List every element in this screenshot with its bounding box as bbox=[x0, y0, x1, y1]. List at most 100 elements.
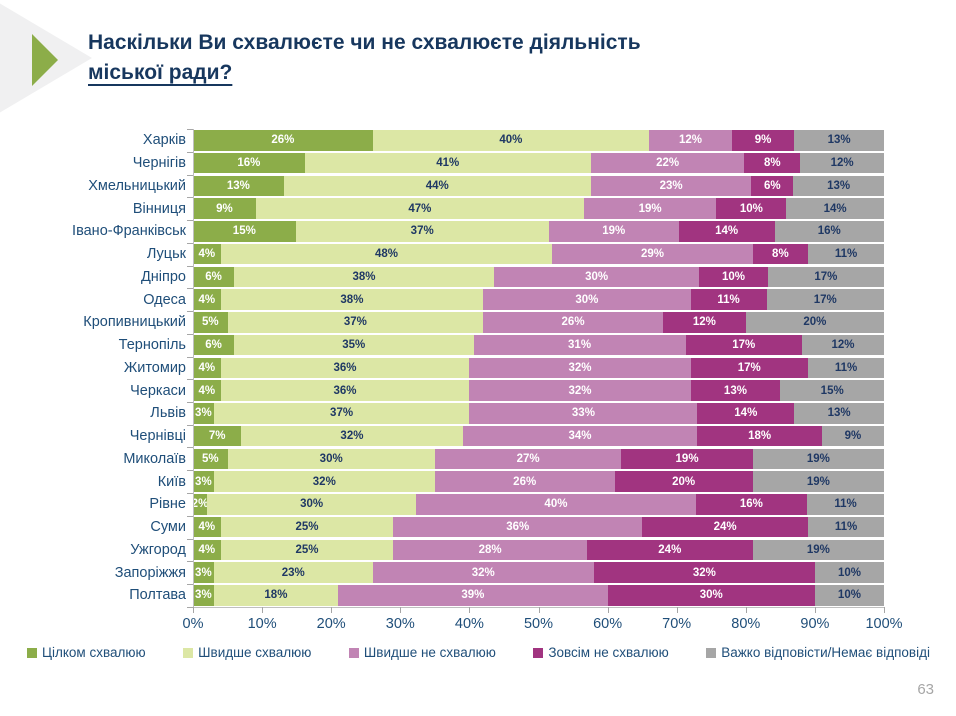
stacked-bar: 4% 25% 28% 24% 19% bbox=[193, 539, 885, 561]
value-label: 14% bbox=[715, 225, 739, 238]
value-label: 12% bbox=[679, 134, 703, 147]
value-label: 39% bbox=[461, 589, 485, 602]
bar-segment: 11% bbox=[807, 494, 884, 515]
value-label: 8% bbox=[764, 157, 781, 170]
x-axis: 0% 10% 20% 30% 40% 50% 60% 70% 80% 90% 100% bbox=[183, 606, 903, 641]
bar-segment: 12% bbox=[800, 152, 884, 174]
bar-segment: 30% bbox=[206, 494, 417, 515]
chart-row: Луцьк 4% 48% 29% 8% 11% bbox=[30, 243, 885, 266]
stacked-bar: 2% 30% 40% 16% 11% bbox=[191, 494, 884, 515]
legend-item: Зовсім не схвалюю bbox=[533, 645, 669, 660]
bar-segment: 10% bbox=[814, 585, 884, 606]
bar-segment: 25% bbox=[220, 539, 394, 561]
bar-segment: 9% bbox=[821, 425, 884, 447]
value-label: 16% bbox=[817, 225, 841, 238]
category-tick bbox=[187, 379, 193, 381]
value-label: 25% bbox=[295, 521, 319, 534]
chart-row: Львів 3% 37% 33% 14% 13% bbox=[30, 402, 884, 425]
bar-segment: 3% bbox=[193, 471, 214, 492]
category-label: Рівне bbox=[149, 496, 186, 513]
value-label: 6% bbox=[205, 339, 222, 352]
value-label: 17% bbox=[813, 293, 837, 306]
legend-swatch bbox=[533, 647, 544, 658]
bar-segment: 34% bbox=[462, 425, 698, 447]
value-label: 32% bbox=[692, 566, 716, 579]
category-tick bbox=[187, 538, 193, 540]
category-label: Полтава bbox=[129, 587, 186, 604]
value-label: 19% bbox=[806, 475, 830, 488]
x-axis-tick-label: 20% bbox=[316, 615, 346, 632]
value-label: 40% bbox=[499, 134, 523, 147]
bar-segment: 3% bbox=[193, 403, 214, 424]
category-label: Житомир bbox=[123, 359, 186, 376]
legend-swatch bbox=[183, 647, 194, 658]
category-tick bbox=[187, 584, 193, 585]
value-label: 4% bbox=[198, 248, 216, 261]
bar-segment: 33% bbox=[469, 403, 698, 424]
value-label: 13% bbox=[827, 134, 851, 147]
category-label: Луцьк bbox=[146, 246, 186, 263]
chart-row: Вінниця 9% 47% 19% 10% 14% bbox=[30, 197, 884, 220]
bar-segment: 5% bbox=[193, 448, 228, 470]
stacked-bar-chart: Харків 26% 40% 12% 9% 13% Чернігів 16% 41% 22% 8% 1… bbox=[30, 129, 903, 641]
bar-segment: 10% bbox=[699, 266, 768, 288]
bar-segment: 20% bbox=[614, 471, 753, 492]
bar-segment: 19% bbox=[621, 448, 753, 470]
bar-segment: 6% bbox=[193, 334, 235, 356]
chart-row: Полтава 3% 18% 39% 30% 10% bbox=[30, 584, 884, 607]
category-tick bbox=[187, 515, 193, 517]
stacked-bar: 3% 37% 33% 14% 13% bbox=[193, 403, 884, 424]
bar-segment: 44% bbox=[283, 175, 591, 197]
value-label: 37% bbox=[410, 225, 434, 238]
bar-segment: 25% bbox=[220, 516, 394, 538]
value-label: 15% bbox=[232, 225, 256, 238]
bar-segment: 30% bbox=[607, 585, 815, 606]
bar-segment: 36% bbox=[393, 516, 643, 538]
bar-segment: 19% bbox=[548, 221, 679, 242]
category-tick bbox=[187, 470, 193, 472]
bar-segment: 40% bbox=[372, 130, 650, 151]
value-label: 44% bbox=[425, 179, 449, 192]
page-number: 63 bbox=[917, 681, 934, 698]
x-axis-tick-label: 70% bbox=[662, 615, 692, 632]
category-label: Чернігів bbox=[132, 155, 186, 172]
bar-segment: 13% bbox=[690, 380, 781, 401]
bar-segment: 12% bbox=[801, 334, 884, 356]
value-label: 13% bbox=[226, 179, 250, 192]
bar-segment: 37% bbox=[213, 403, 470, 424]
value-label: 4% bbox=[198, 293, 216, 306]
value-label: 30% bbox=[300, 498, 324, 511]
chart-row: Хмельницький 13% 44% 23% 6% 13% bbox=[30, 175, 884, 198]
value-label: 32% bbox=[568, 361, 592, 374]
bar-segment: 11% bbox=[808, 243, 885, 265]
value-label: 11% bbox=[834, 248, 858, 261]
value-label: 2% bbox=[191, 498, 209, 511]
bar-segment: 35% bbox=[234, 334, 474, 356]
stacked-bar: 16% 41% 22% 8% 12% bbox=[193, 152, 884, 174]
legend-label: Швидше не схвалюю bbox=[363, 645, 496, 660]
bar-segment: 29% bbox=[552, 243, 753, 265]
x-axis-tick bbox=[538, 606, 540, 613]
value-label: 18% bbox=[748, 430, 772, 443]
value-label: 16% bbox=[237, 157, 261, 170]
value-label: 20% bbox=[803, 316, 827, 329]
legend-item: Важко відповісти/Немає відповіді bbox=[706, 645, 930, 660]
value-label: 13% bbox=[827, 179, 851, 192]
value-label: 23% bbox=[659, 179, 683, 192]
bar-segment: 26% bbox=[483, 312, 663, 333]
bar-segment: 32% bbox=[593, 562, 815, 583]
chart-row: Ужгород 4% 25% 28% 24% 19% bbox=[30, 539, 885, 562]
category-label: Вінниця bbox=[132, 200, 186, 217]
value-label: 37% bbox=[330, 407, 354, 420]
legend-swatch bbox=[27, 647, 37, 658]
value-label: 26% bbox=[513, 475, 537, 488]
bar-segment: 10% bbox=[716, 198, 787, 219]
legend-item: Цілком схвалюю bbox=[27, 645, 146, 660]
x-axis-tick bbox=[400, 606, 402, 613]
x-axis-tick-label: 90% bbox=[800, 615, 830, 632]
value-label: 12% bbox=[692, 316, 716, 329]
stacked-bar: 7% 32% 34% 18% 9% bbox=[193, 425, 884, 447]
chart-row: Миколаїв 5% 30% 27% 19% 19% bbox=[30, 448, 884, 471]
value-label: 32% bbox=[340, 430, 364, 443]
